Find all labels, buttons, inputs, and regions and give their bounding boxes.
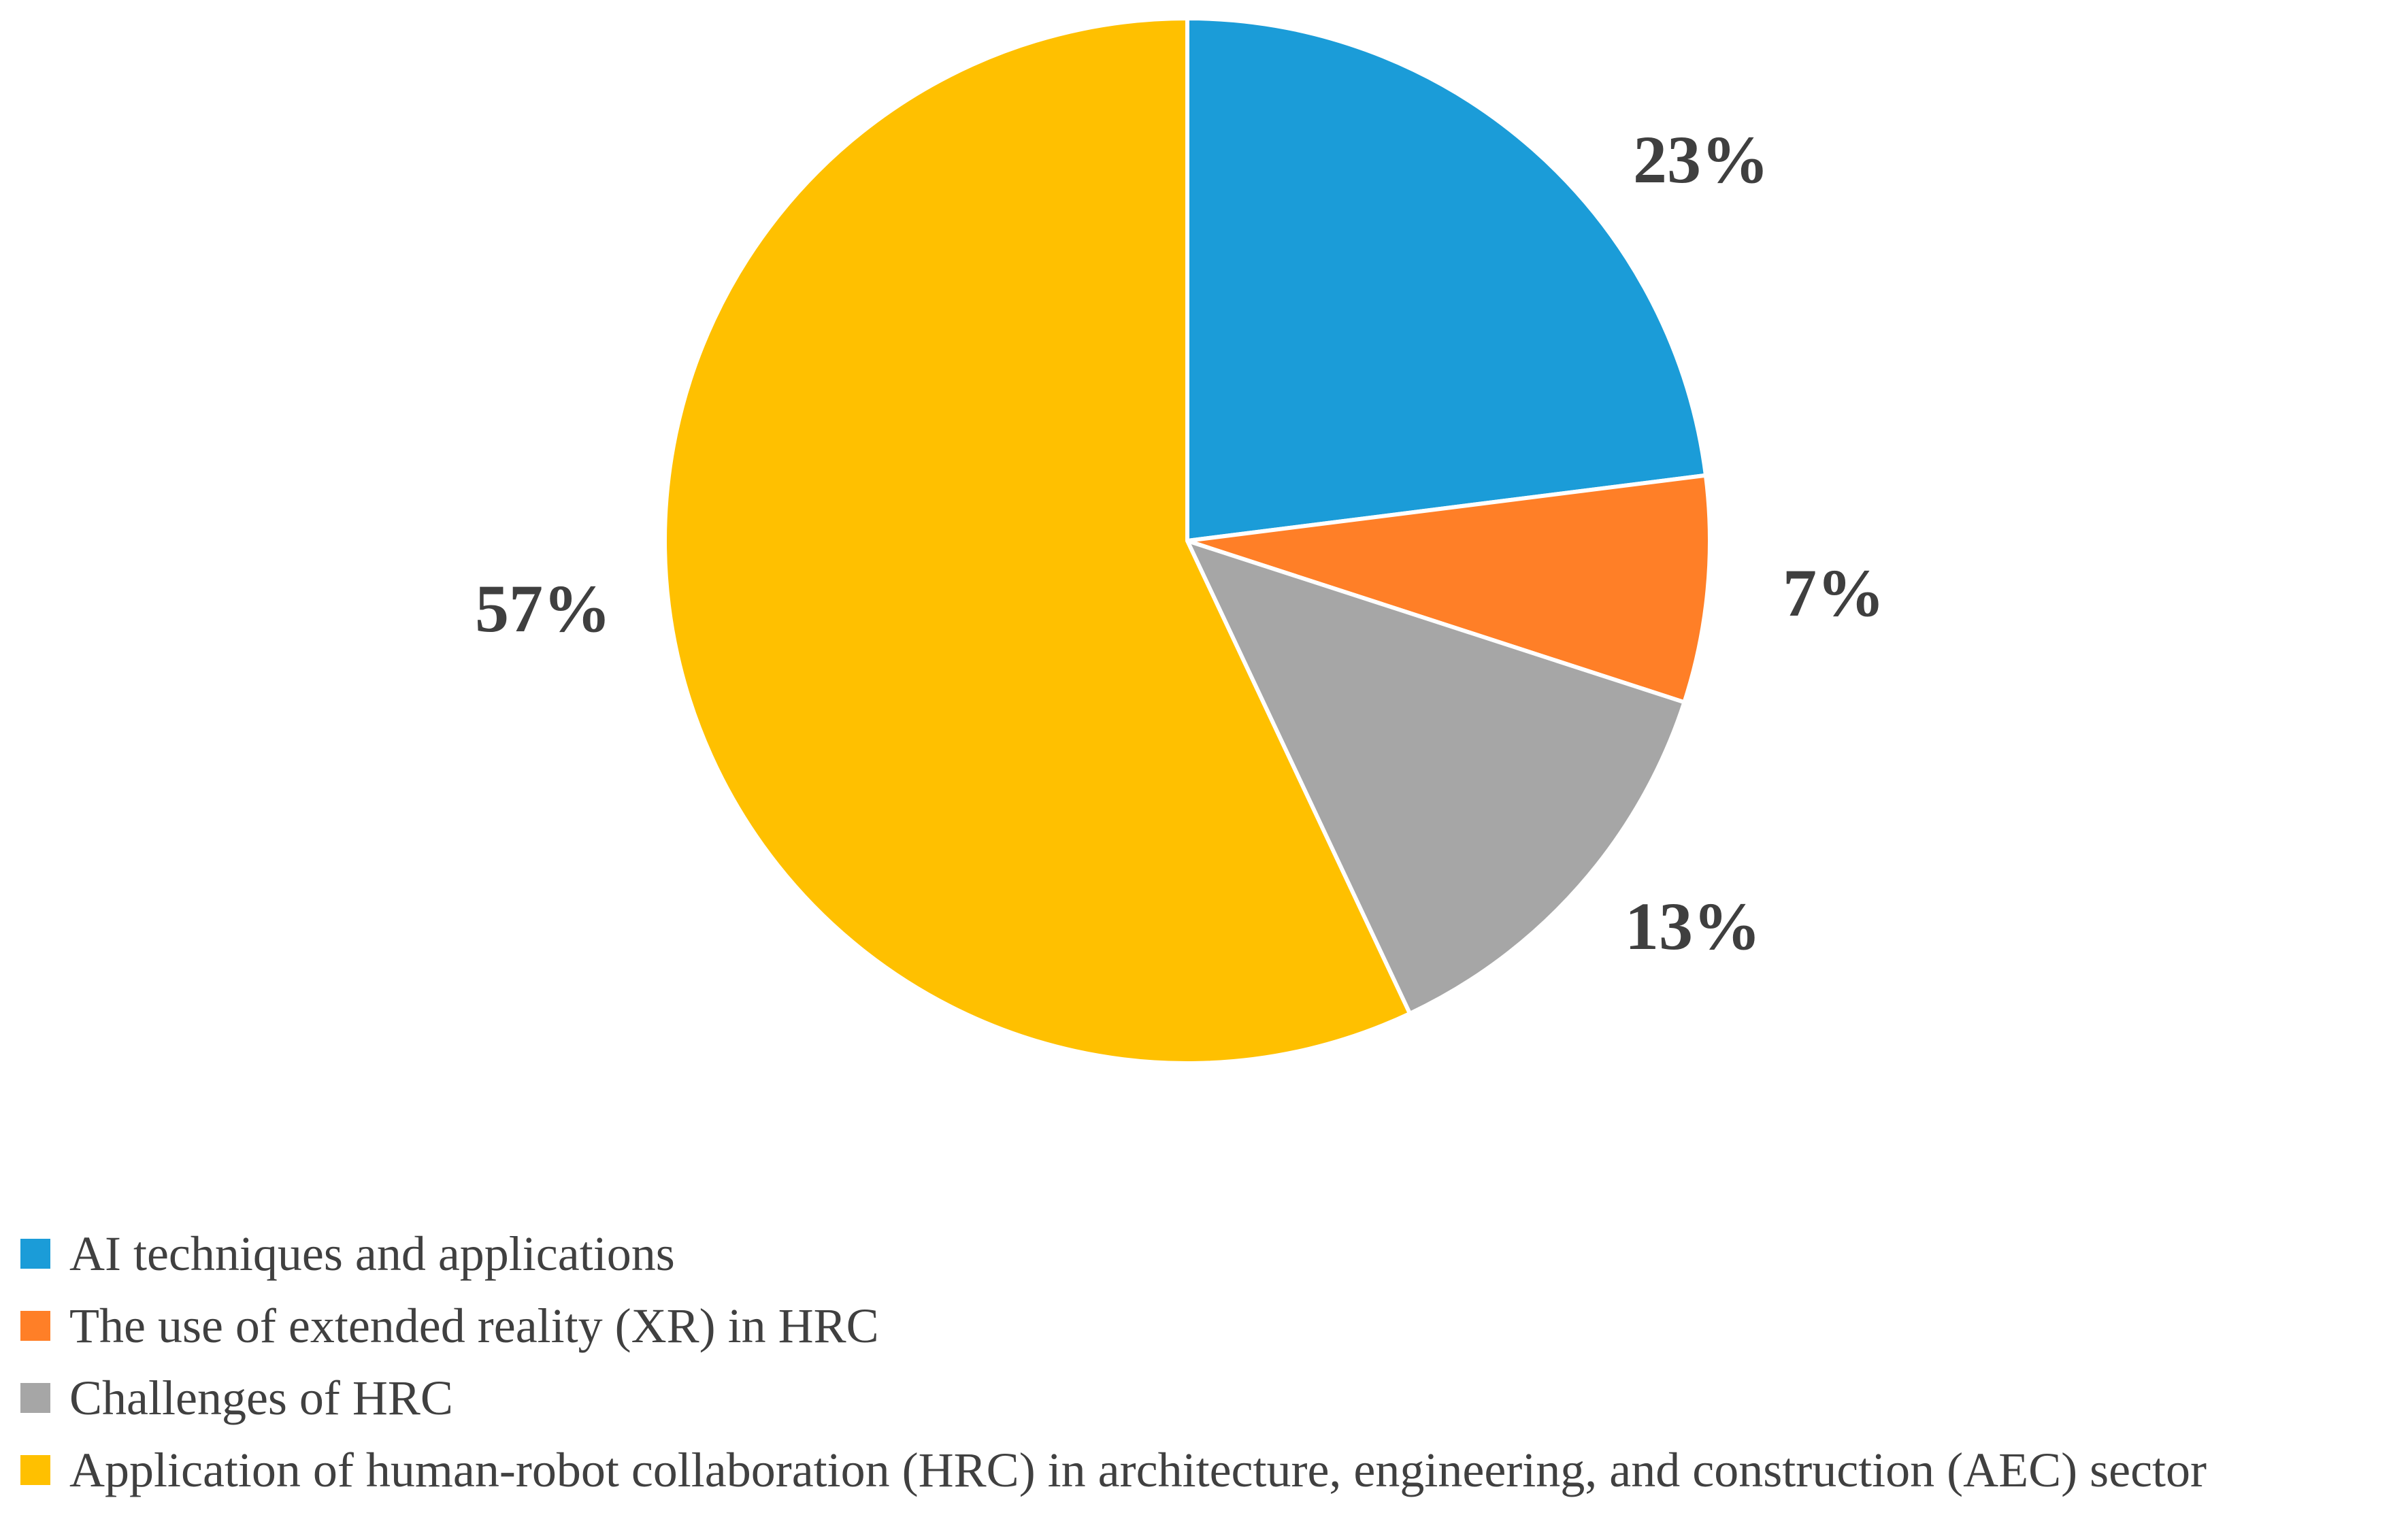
legend-label-challenges: Challenges of HRC xyxy=(69,1371,453,1425)
slice-xr xyxy=(1185,473,1712,705)
data-label-xr: 7% xyxy=(1783,555,1885,631)
data-label-challenges: 13% xyxy=(1625,888,1761,964)
data-labels-group: 23% 7% 13% 57% xyxy=(475,122,1885,964)
legend-swatch-xr xyxy=(20,1311,50,1341)
legend-item-challenges: Challenges of HRC xyxy=(20,1362,2402,1434)
data-label-hrc-aec: 57% xyxy=(475,571,611,646)
legend-item-ai-techniques: AI techniques and applications xyxy=(20,1218,2402,1290)
data-label-ai-techniques: 23% xyxy=(1633,122,1769,197)
legend-label-ai-techniques: AI techniques and applications xyxy=(69,1227,675,1281)
legend-swatch-hrc-aec xyxy=(20,1455,50,1485)
slice-hrc-aec xyxy=(663,16,1412,1065)
slices-group xyxy=(663,16,1712,1065)
slice-ai-techniques xyxy=(1185,16,1708,543)
legend: AI techniques and applications The use o… xyxy=(20,1218,2402,1506)
legend-item-hrc-aec: Application of human-robot collaboration… xyxy=(20,1434,2402,1506)
legend-label-xr: The use of extended reality (XR) in HRC xyxy=(69,1299,879,1353)
legend-label-hrc-aec: Application of human-robot collaboration… xyxy=(69,1443,2207,1497)
legend-swatch-challenges xyxy=(20,1383,50,1413)
legend-swatch-ai-techniques xyxy=(20,1239,50,1269)
slice-challenges xyxy=(1185,539,1687,1016)
pie-plot-area: 23% 7% 13% 57% xyxy=(475,16,1885,1065)
legend-item-xr: The use of extended reality (XR) in HRC xyxy=(20,1290,2402,1362)
